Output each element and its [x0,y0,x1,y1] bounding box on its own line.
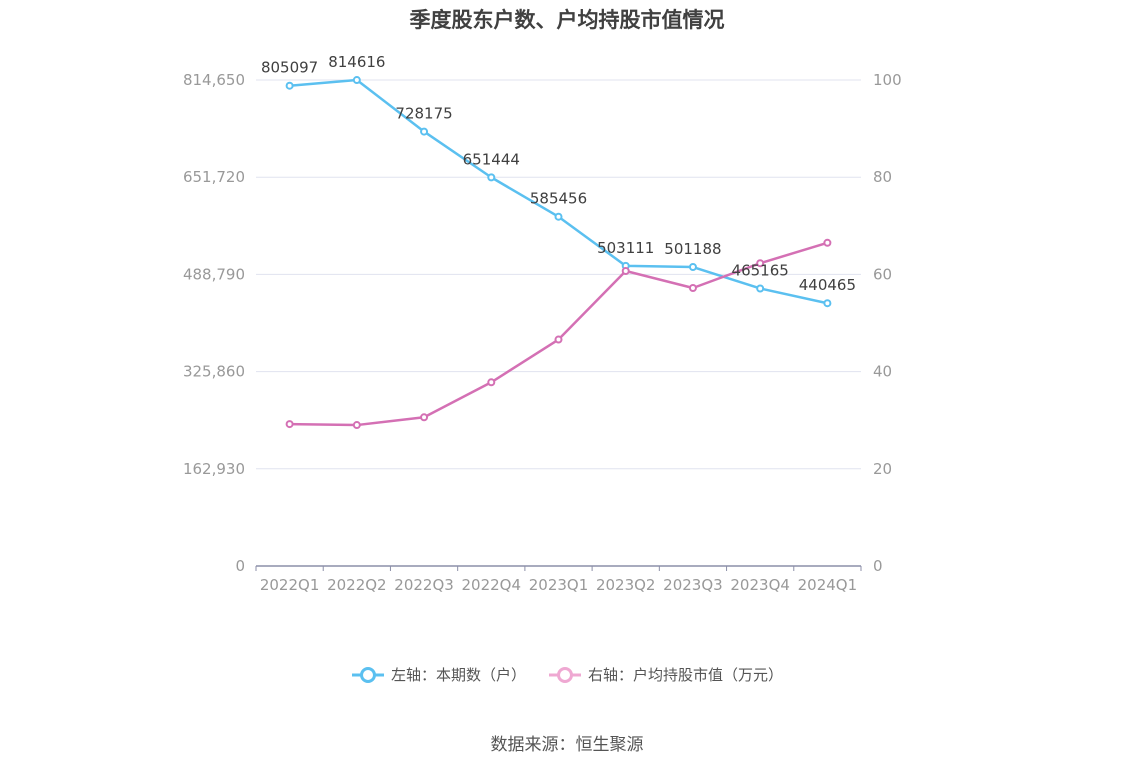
legend-marker-left-icon [351,666,384,683]
data-label: 728175 [395,105,452,123]
left-series-point [487,173,496,182]
right-axis-tick-label: 0 [873,557,883,575]
axes: 0 0 162,930 20 325,860 40 488,790 60 651,720 80 81… [183,71,902,594]
data-label: 651444 [463,150,520,168]
left-series-point [285,81,294,90]
legend-marker-right-icon [549,666,581,683]
left-axis-tick-label: 162,930 [183,460,245,478]
legend-item-left[interactable]: 左轴：本期数（户） [351,664,526,685]
data-source: 数据来源：恒生聚源 [490,735,644,755]
x-axis-tick-label: 2023Q2 [596,576,656,594]
legend: 左轴：本期数（户） 右轴：户均持股市值（万元） [0,664,1134,685]
right-axis-tick-label: 80 [873,168,892,186]
legend-item-right[interactable]: 右轴：户均持股市值（万元） [548,664,783,685]
right-series-point [554,335,563,344]
right-axis-tick-label: 60 [873,265,892,283]
data-label: 465165 [732,261,789,279]
right-series-point [688,284,697,293]
grid-lines [256,79,861,470]
x-axis-tick-label: 2022Q4 [462,576,522,594]
left-axis-tick-label: 814,650 [183,71,245,89]
x-axis-tick-label: 2024Q1 [798,576,858,594]
left-series-point [554,212,563,221]
left-series-point [688,263,697,272]
left-axis-tick-label: 325,860 [183,363,245,381]
series-right [285,238,832,430]
left-series-point [352,76,361,85]
left-series-point [420,127,429,136]
right-series-point [756,259,765,268]
right-series-point [285,420,294,429]
right-series-point [621,266,630,275]
x-axis-tick-label: 2022Q2 [327,576,387,594]
x-axis-tick-label: 2023Q3 [663,576,723,594]
right-series-point [352,421,361,430]
legend-label-right: 右轴：户均持股市值（万元） [588,666,784,684]
data-label: 814616 [328,53,385,71]
data-label: 805097 [261,59,318,77]
right-axis-tick-label: 20 [873,460,892,478]
left-series-point [756,284,765,293]
data-label: 440465 [799,276,856,294]
right-axis-tick-label: 100 [873,71,902,89]
x-axis-tick-label: 2022Q3 [394,576,454,594]
right-series-point [487,378,496,387]
legend-label-left: 左轴：本期数（户） [390,666,526,684]
right-axis-tick-label: 40 [873,363,892,381]
data-labels: 805097 814616 728175 651444 585456 503111 5011… [261,53,856,294]
data-label: 501188 [664,240,721,258]
right-series-point [420,413,429,422]
x-axis-tick-label: 2023Q1 [529,576,589,594]
data-label: 585456 [530,190,587,208]
x-axis-tick-label: 2022Q1 [260,576,320,594]
left-axis-tick-label: 651,720 [183,168,245,186]
right-series-point [823,238,832,247]
line-chart: 0 0 162,930 20 325,860 40 488,790 60 651,720 80 81… [183,53,902,594]
x-axis-tick-label: 2023Q4 [730,576,790,594]
data-label: 503111 [597,239,654,257]
chart-title: 季度股东户数、户均持股市值情况 [409,8,725,32]
left-axis-tick-label: 488,790 [183,265,245,283]
left-axis-tick-label: 0 [235,557,245,575]
left-series-point [823,299,832,308]
